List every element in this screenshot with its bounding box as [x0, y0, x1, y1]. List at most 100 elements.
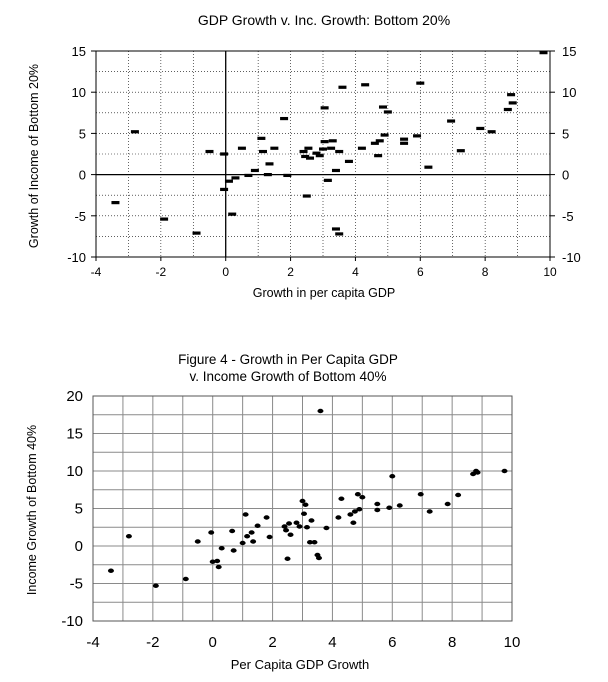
- chart-2-data-point: [214, 558, 221, 564]
- chart-1-data-point: [375, 139, 384, 143]
- chart-2-data-point: [501, 468, 508, 474]
- chart-1-data-point: [302, 194, 311, 198]
- chart-1-data-point: [270, 146, 279, 150]
- chart-1-data-point: [338, 85, 347, 89]
- chart-1-data-point: [320, 106, 329, 110]
- chart-2-data-point: [303, 525, 310, 530]
- chart-1-data-point: [320, 140, 329, 144]
- chart-1-x-tick-label: 2: [287, 265, 294, 279]
- chart-1-data-point: [231, 176, 240, 180]
- chart-2-data-point: [209, 559, 216, 564]
- chart-2-x-tick-label: 4: [328, 634, 336, 651]
- chart-2-data-point: [107, 568, 114, 573]
- chart-1-data-point: [315, 154, 324, 158]
- chart-1-data-point: [503, 107, 512, 112]
- chart-2-x-tick-label: 0: [209, 634, 217, 651]
- chart-1-data-point: [280, 116, 289, 121]
- chart-1-title: GDP Growth v. Inc. Growth: Bottom 20%: [198, 12, 450, 28]
- chart-1-data-point: [361, 83, 370, 87]
- chart-1-x-tick-label: 8: [482, 265, 489, 279]
- chart-1-data-point: [335, 232, 344, 236]
- chart-1-data-point: [400, 141, 409, 145]
- chart-2-data-point: [311, 540, 318, 545]
- chart-2: Figure 4 - Growth in Per Capita GDP v. I…: [25, 352, 521, 672]
- chart-1-data-point: [192, 231, 201, 235]
- chart-1-data-point: [327, 146, 336, 150]
- chart-2-data-point: [300, 511, 307, 516]
- chart-2-data-point: [474, 470, 481, 475]
- chart-2-data-point: [248, 530, 255, 535]
- chart-1-data-point: [507, 93, 516, 97]
- chart-2-data-point: [229, 528, 236, 534]
- chart-2-data-point: [254, 523, 261, 528]
- chart-2-data-point: [230, 548, 237, 553]
- chart-1-y-tick-label-left: 5: [79, 126, 86, 141]
- chart-1-data-point: [539, 51, 548, 55]
- chart-1-data-point: [312, 151, 321, 155]
- chart-1-data-point: [130, 130, 139, 134]
- chart-2-data-point: [208, 530, 215, 535]
- chart-1-y-tick-label-right: -10: [562, 250, 581, 265]
- chart-1-data-point: [416, 81, 425, 85]
- chart-2-data-point: [386, 505, 393, 510]
- chart-1-xlabel: Growth in per capita GDP: [253, 286, 395, 300]
- chart-2-data-point: [299, 498, 306, 504]
- chart-2-x-tick-label: -2: [146, 634, 159, 651]
- chart-1-data-point: [476, 126, 485, 131]
- chart-1-data-point: [306, 156, 315, 160]
- chart-2-data-point: [354, 492, 361, 497]
- chart-1-data-point: [259, 149, 268, 154]
- chart-2-data-point: [335, 515, 342, 520]
- chart-2-ylabel: Income Growth of Bottom 40%: [25, 425, 39, 595]
- chart-1-data-point: [283, 173, 292, 178]
- chart-1-y-tick-label-right: 15: [562, 44, 576, 59]
- chart-2-data-point: [296, 524, 303, 529]
- chart-1-data-point: [220, 152, 229, 156]
- chart-2-data-point: [215, 564, 222, 570]
- chart-1-y-tick-label-left: -10: [67, 250, 86, 265]
- chart-1-data-point: [304, 146, 313, 150]
- chart-1-y-tick-label-right: 10: [562, 85, 576, 100]
- chart-1-data-point: [357, 146, 366, 150]
- chart-2-data-point: [284, 556, 291, 561]
- chart-2-data-point: [374, 501, 381, 507]
- chart-2-data-point: [317, 408, 324, 414]
- chart-2-data-point: [417, 492, 424, 497]
- chart-2-data-point: [287, 532, 294, 537]
- chart-1-data-point: [319, 147, 327, 151]
- chart-1-data-point: [331, 227, 340, 231]
- chart-2-data-point: [338, 496, 345, 501]
- chart-2-y-tick-label: -5: [70, 576, 83, 593]
- chart-2-y-tick-label: 5: [75, 501, 83, 518]
- chart-2-data-point: [359, 495, 366, 500]
- chart-2-title-line-2: v. Income Growth of Bottom 40%: [189, 369, 386, 384]
- chart-1-data-point: [250, 168, 259, 173]
- chart-2-plot-frame: [92, 395, 513, 622]
- chart-2-data-point: [351, 509, 358, 514]
- chart-2-title-line-1: Figure 4 - Growth in Per Capita GDP: [178, 352, 398, 367]
- chart-1-data-point: [344, 159, 353, 164]
- chart-1-y-tick-label-left: 10: [72, 85, 86, 100]
- chart-2-data-point: [266, 534, 273, 540]
- chart-1: GDP Growth v. Inc. Growth: Bottom 20% -4…: [27, 12, 581, 300]
- chart-1-y-tick-label-right: 5: [562, 126, 569, 141]
- chart-1-data-point: [413, 134, 422, 138]
- chart-2-data-point: [374, 507, 381, 513]
- chart-1-data-point: [224, 179, 233, 183]
- chart-2-data-point: [302, 502, 309, 507]
- chart-1-plot-frame: [95, 50, 551, 258]
- chart-2-data-point: [218, 546, 225, 551]
- chart-2-xlabel: Per Capita GDP Growth: [231, 657, 369, 672]
- chart-2-y-tick-label: -10: [61, 613, 83, 630]
- chart-2-x-tick-label: 10: [504, 634, 521, 651]
- chart-2-data-point: [426, 509, 433, 514]
- chart-2-data-point: [244, 534, 251, 539]
- chart-2-y-tick-label: 20: [66, 388, 83, 405]
- chart-1-data-point: [508, 101, 517, 105]
- chart-2-data-point: [396, 503, 403, 508]
- chart-2-data-point: [263, 515, 270, 520]
- chart-1-x-tick-label: 10: [543, 265, 557, 279]
- chart-1-x-tick-label: -4: [91, 265, 102, 279]
- chart-1-data-point: [383, 110, 392, 114]
- chart-1-data-point: [400, 137, 409, 141]
